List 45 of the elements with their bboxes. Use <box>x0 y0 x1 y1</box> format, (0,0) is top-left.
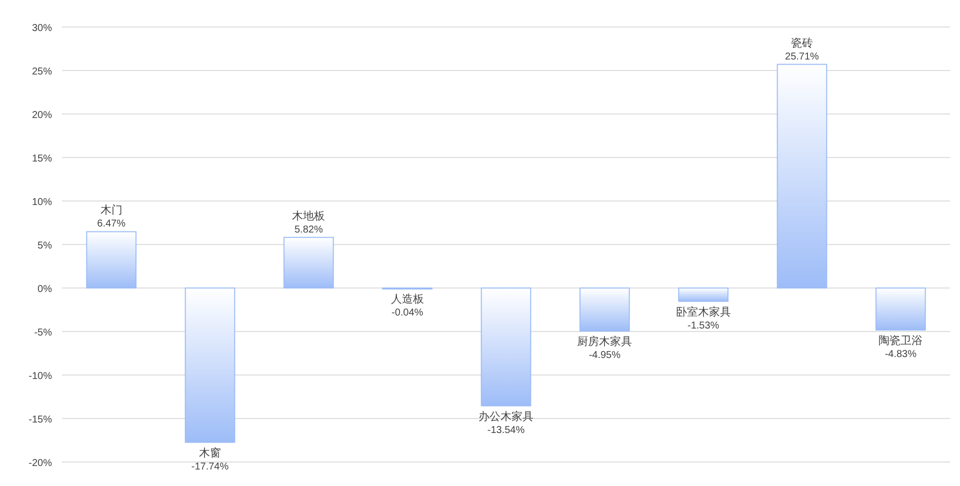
data-label: -4.95% <box>588 350 621 362</box>
x-tick-label: 厨房木家具 <box>577 335 632 348</box>
bar: 陶瓷卫浴 -4.83% <box>876 288 926 360</box>
y-tick-label: 25% <box>32 66 52 78</box>
x-tick-label: 陶瓷卫浴 <box>878 335 923 348</box>
bar <box>876 288 926 331</box>
data-label: -17.74% <box>191 461 229 472</box>
data-label: -13.54% <box>487 424 525 436</box>
y-tick-label: 30% <box>32 23 52 34</box>
y-tick-label: -15% <box>28 414 52 426</box>
bar: 厨房木家具 -4.95% <box>577 288 632 362</box>
data-label: 6.47% <box>97 218 126 230</box>
data-label: 5.82% <box>294 224 323 236</box>
y-tick-label: 10% <box>32 197 52 208</box>
data-label: 25.71% <box>785 51 820 62</box>
bar <box>678 288 728 302</box>
x-tick-label: 卧室木家具 <box>676 305 731 318</box>
bar: 办公木家具 -13.54% <box>478 288 534 436</box>
bar <box>184 288 236 443</box>
y-tick-label: -20% <box>28 458 52 469</box>
data-label: -1.53% <box>687 320 720 332</box>
y-tick-label: -5% <box>34 328 52 338</box>
bar: 6.47% 木门 <box>86 204 136 288</box>
data-label: -4.83% <box>884 349 917 360</box>
bar: 25.71% 瓷砖 <box>776 37 828 288</box>
bar <box>284 236 334 288</box>
bar: 木窗 -17.74% <box>184 288 236 472</box>
y-tick-label: 5% <box>38 240 52 252</box>
x-tick-label: 人造板 <box>390 292 424 306</box>
data-label: -0.04% <box>391 307 424 318</box>
bar <box>480 288 532 406</box>
y-tick-label: -10% <box>28 371 52 382</box>
bar <box>86 231 136 288</box>
bar: 人造板 -0.04% <box>382 288 432 318</box>
x-tick-label: 木门 <box>100 204 122 217</box>
bar: 5.82% 木地板 <box>284 210 334 288</box>
y-tick-label: 20% <box>32 110 52 121</box>
x-tick-label: 办公木家具 <box>478 410 534 423</box>
x-tick-label: 木地板 <box>292 209 326 222</box>
y-tick-label: 15% <box>32 154 52 164</box>
x-tick-label: 木窗 <box>199 446 221 460</box>
y-tick-label: 0% <box>38 284 52 295</box>
bar: 卧室木家具 -1.53% <box>676 288 731 332</box>
bar <box>580 288 630 332</box>
x-tick-label: 瓷砖 <box>791 36 813 50</box>
